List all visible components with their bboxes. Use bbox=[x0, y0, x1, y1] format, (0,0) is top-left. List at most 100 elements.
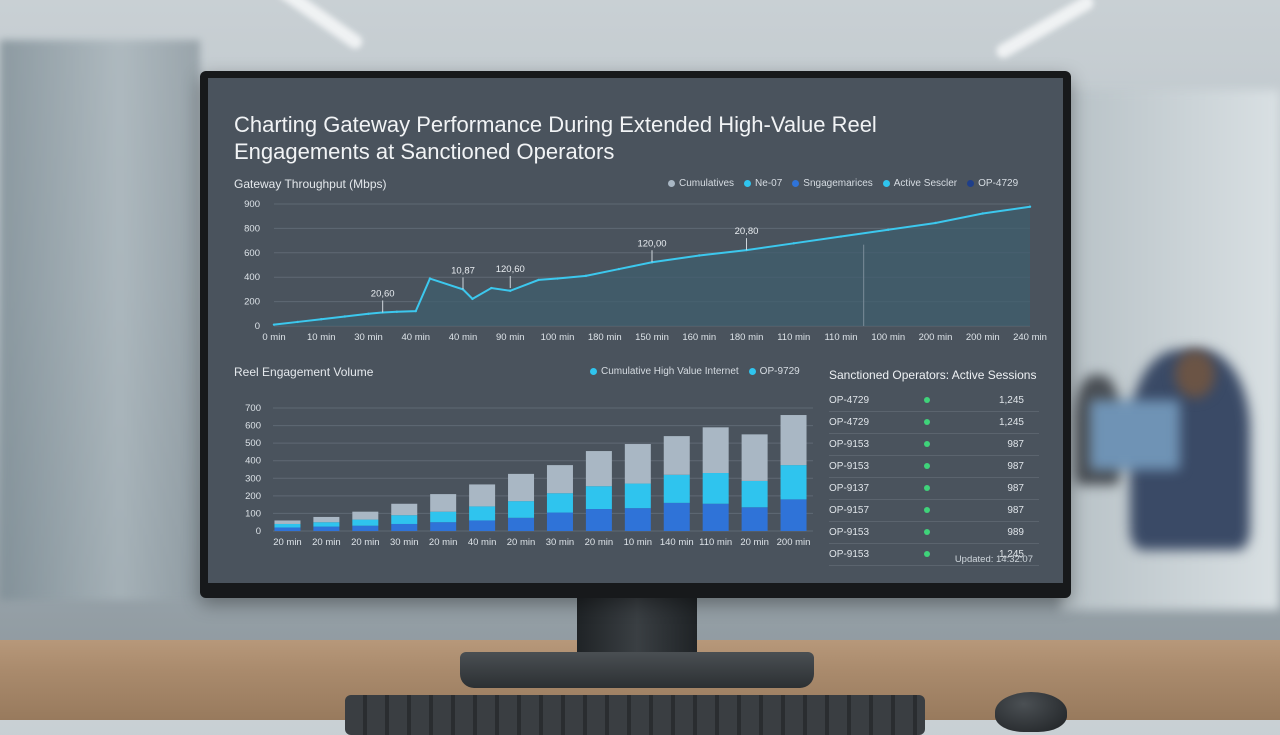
throughput-point bbox=[1028, 205, 1032, 208]
engagement-chart-svg: 0 100 200 300 400 500 600 700 20 min 20 min 20 min… bbox=[245, 403, 813, 548]
legend-item: Cumulatives bbox=[668, 178, 734, 189]
monitor-stand bbox=[577, 596, 697, 660]
bar-segment bbox=[585, 451, 612, 487]
operator-sessions: 1,245 bbox=[998, 549, 1024, 560]
operator-sessions: 987 bbox=[1007, 439, 1024, 450]
operator-sessions: 987 bbox=[1007, 461, 1024, 472]
bar-segment bbox=[508, 517, 535, 531]
bar-segment bbox=[546, 493, 573, 513]
throughput-point bbox=[584, 274, 588, 278]
bar-segment bbox=[702, 473, 729, 504]
bar-segment bbox=[391, 523, 418, 531]
legend-item: Active Sescler bbox=[882, 178, 957, 189]
bar-segment bbox=[430, 511, 457, 523]
operator-id: OP-9153 bbox=[829, 527, 870, 538]
x-tick-label: 40 min bbox=[401, 332, 430, 343]
y-tick-label: 200 bbox=[245, 491, 261, 502]
x-tick-label: 30 min bbox=[546, 537, 575, 548]
legend-swatch bbox=[748, 368, 756, 375]
throughput-point bbox=[320, 318, 323, 321]
operator-id: OP-4729 bbox=[829, 395, 870, 406]
status-dot-icon bbox=[924, 507, 930, 513]
ceiling-light bbox=[275, 0, 365, 52]
status-dot-icon bbox=[924, 397, 930, 403]
dashboard-title: Charting Gateway Performance During Exte… bbox=[234, 112, 877, 164]
throughput-point bbox=[395, 310, 399, 313]
x-tick-label: 200 min bbox=[966, 332, 1000, 343]
x-tick-label: 10 min bbox=[624, 537, 653, 548]
x-tick-label: 20 min bbox=[507, 537, 536, 548]
throughput-point bbox=[617, 267, 621, 271]
operator-sessions: 987 bbox=[1007, 483, 1024, 494]
y-tick-label: 500 bbox=[245, 438, 261, 449]
y-tick-label: 800 bbox=[244, 223, 260, 234]
throughput-point bbox=[296, 320, 299, 324]
status-dot-icon bbox=[924, 551, 930, 557]
legend-label: Cumulative High Value Internet bbox=[601, 366, 739, 377]
operator-row: OP-9153 987 bbox=[829, 434, 1039, 456]
operator-status bbox=[924, 527, 964, 538]
y-tick-label: 200 bbox=[244, 297, 260, 308]
annotation-label: 10,87 bbox=[451, 265, 475, 276]
bar-segment bbox=[702, 427, 729, 474]
operator-id: OP-9157 bbox=[829, 505, 870, 516]
operator-status bbox=[924, 395, 964, 406]
throughput-point bbox=[509, 289, 512, 292]
operator-id: OP-4729 bbox=[829, 417, 870, 428]
x-tick-label: 90 min bbox=[496, 332, 525, 343]
bar-segment bbox=[352, 511, 379, 520]
throughput-point bbox=[367, 312, 370, 315]
bar-segment bbox=[274, 520, 301, 524]
operator-status bbox=[924, 461, 964, 472]
throughput-panel-title: Gateway Throughput (Mbps) bbox=[234, 177, 387, 191]
bar-segment bbox=[274, 523, 301, 528]
annotation-label: 20,60 bbox=[371, 288, 395, 299]
x-tick-label: 40 min bbox=[468, 537, 497, 548]
bar-segment bbox=[741, 434, 768, 481]
bar-segment bbox=[391, 503, 418, 516]
annotation-label: 20,80 bbox=[735, 226, 759, 237]
bar-segment bbox=[624, 508, 651, 531]
x-tick-label: 240 min bbox=[1013, 332, 1047, 343]
operator-row: OP-9157 987 bbox=[829, 500, 1039, 522]
bar-segment bbox=[469, 484, 496, 507]
throughput-point bbox=[381, 311, 384, 314]
bar-segment bbox=[624, 444, 651, 484]
monitor: Charting Gateway Performance During Exte… bbox=[200, 71, 1071, 598]
bar-segment bbox=[508, 473, 535, 502]
bar-segment bbox=[663, 436, 690, 475]
bar-segment bbox=[624, 483, 651, 509]
legend-item: Sngagemarices bbox=[792, 178, 873, 189]
status-dot-icon bbox=[924, 419, 930, 425]
throughput-point bbox=[490, 286, 493, 290]
throughput-legend: Cumulatives Ne-07 Sngagemarices Active Sesc… bbox=[668, 178, 1018, 189]
bar-segment bbox=[313, 526, 340, 531]
throughput-point bbox=[343, 315, 347, 318]
x-tick-label: 110 min bbox=[824, 332, 857, 343]
operator-status bbox=[924, 549, 964, 560]
y-tick-label: 0 bbox=[255, 321, 260, 332]
x-tick-label: 20 min bbox=[429, 537, 458, 548]
updated-timestamp: Updated: 14:32:07 bbox=[954, 554, 1033, 565]
x-tick-label: 30 min bbox=[390, 537, 419, 548]
bar-segment bbox=[585, 486, 612, 510]
x-tick-label: 160 min bbox=[682, 332, 716, 343]
legend-item: Ne-07 bbox=[744, 178, 782, 189]
engagement-panel-title: Reel Engagement Volume bbox=[234, 365, 374, 379]
legend-label: OP-9729 bbox=[759, 366, 800, 377]
y-tick-label: 400 bbox=[245, 456, 261, 467]
keyboard bbox=[345, 695, 925, 735]
y-tick-label: 600 bbox=[244, 248, 260, 259]
annotation-label: 120,00 bbox=[637, 238, 666, 249]
x-tick-label: 30 min bbox=[354, 332, 383, 343]
bar-segment bbox=[391, 515, 418, 524]
operator-status bbox=[924, 417, 964, 428]
y-tick-label: 300 bbox=[245, 473, 261, 484]
operator-sessions: 1,245 bbox=[998, 417, 1024, 428]
bar-segment bbox=[663, 474, 690, 503]
legend-swatch bbox=[967, 180, 975, 187]
bar-segment bbox=[741, 507, 768, 531]
legend-item: OP-9729 bbox=[748, 366, 800, 377]
monitor-stand-base bbox=[460, 652, 814, 688]
x-tick-label: 20 min bbox=[273, 537, 302, 548]
